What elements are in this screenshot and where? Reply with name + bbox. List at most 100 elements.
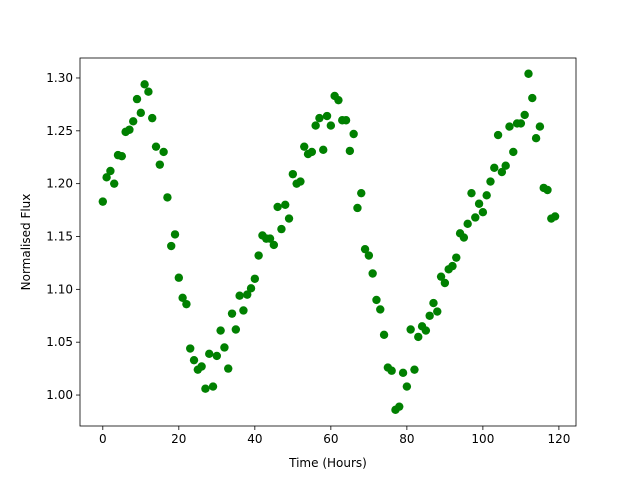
point (102, 173, 111, 182)
point (212, 351, 222, 361)
point (353, 203, 362, 213)
point (326, 121, 336, 130)
point (452, 253, 461, 262)
y-axis-label: Normalised Flux (19, 194, 33, 291)
point (174, 273, 184, 282)
point (387, 366, 396, 375)
point (376, 305, 385, 314)
point (224, 364, 233, 373)
point (136, 108, 146, 118)
point (368, 269, 377, 278)
point (129, 117, 138, 126)
point (216, 326, 225, 335)
point (398, 368, 408, 378)
x-tick-label: 80 (399, 432, 414, 446)
point (159, 147, 168, 157)
point (516, 119, 526, 128)
point (550, 212, 560, 221)
point (395, 402, 404, 411)
point (250, 274, 260, 283)
point (273, 202, 282, 212)
point (284, 214, 294, 223)
point (144, 87, 153, 96)
point (421, 326, 431, 335)
point (125, 125, 134, 134)
point (307, 147, 317, 157)
point (429, 298, 438, 308)
point (189, 355, 199, 365)
point (406, 325, 415, 334)
point (155, 160, 165, 169)
point (357, 188, 366, 198)
point (151, 142, 161, 151)
point (281, 200, 290, 209)
point (288, 169, 298, 179)
x-tick-label: 0 (99, 432, 107, 446)
point (239, 306, 248, 315)
point (345, 146, 355, 156)
x-tick-label: 100 (471, 432, 494, 446)
point (349, 129, 358, 139)
point (246, 284, 256, 293)
x-tick-label: 20 (171, 432, 186, 446)
point (300, 142, 309, 151)
point (490, 163, 499, 173)
point (501, 161, 510, 170)
point (132, 94, 142, 104)
point (505, 122, 514, 131)
point (433, 307, 442, 316)
point (243, 290, 252, 299)
point (364, 251, 374, 260)
point (182, 299, 191, 309)
point (471, 213, 480, 222)
point (497, 167, 507, 177)
point (440, 278, 450, 288)
point (474, 199, 484, 208)
point (110, 179, 119, 188)
point (410, 365, 419, 374)
point (220, 343, 229, 352)
point (170, 230, 180, 239)
x-axis-label: Time (Hours) (288, 456, 367, 470)
x-tick-label: 40 (247, 432, 262, 446)
point (201, 384, 210, 393)
point (463, 219, 472, 229)
point (467, 188, 476, 198)
point (163, 193, 172, 202)
plot-frame (79, 57, 577, 427)
point (98, 197, 108, 206)
point (493, 130, 503, 140)
point (117, 151, 127, 161)
point (148, 113, 157, 123)
x-tick-label: 60 (323, 432, 338, 446)
point (379, 330, 389, 339)
point (319, 145, 328, 155)
point (106, 166, 115, 176)
x-tick-label: 120 (547, 432, 570, 446)
point (543, 185, 552, 195)
point (235, 291, 244, 300)
point (186, 344, 195, 353)
point (360, 244, 370, 254)
point (402, 382, 412, 391)
point (208, 382, 218, 391)
point (486, 177, 495, 186)
point (436, 272, 446, 281)
y-tick-label: 1.10 (46, 282, 73, 296)
point (334, 95, 343, 105)
point (231, 325, 241, 334)
y-tick-label: 1.15 (46, 230, 73, 244)
point (524, 69, 533, 78)
point (265, 234, 275, 243)
point (509, 147, 518, 157)
point (311, 121, 320, 130)
y-tick-label: 1.30 (46, 71, 73, 85)
point (227, 309, 237, 318)
y-tick-label: 1.25 (46, 124, 73, 138)
y-tick-label: 1.20 (46, 177, 73, 191)
point (296, 177, 305, 186)
point (322, 111, 332, 121)
point (205, 349, 214, 359)
point (315, 113, 324, 123)
